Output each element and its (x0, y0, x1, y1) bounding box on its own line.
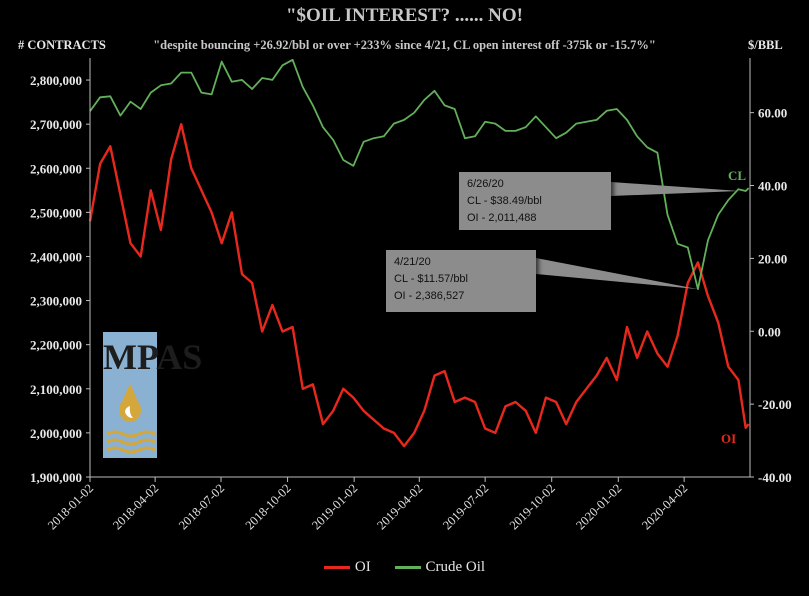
x-tick-label: 2019-04-02 (374, 481, 425, 532)
series-end-label-cl: CL (728, 168, 746, 183)
x-tick-label: 2020-04-02 (639, 481, 690, 532)
oil-drop-icon (106, 384, 156, 454)
right-tick-label: 20.00 (758, 251, 787, 266)
right-tick-label: -20.00 (758, 397, 792, 412)
callout-oi-value: OI - 2,386,527 (394, 290, 465, 302)
callout-cl-value: CL - $11.57/bbl (394, 273, 468, 285)
right-tick-label: -40.00 (758, 470, 792, 485)
right-axis-label: $/BBL (748, 38, 783, 52)
right-tick-label: 40.00 (758, 179, 787, 194)
left-tick-label: 2,700,000 (30, 117, 82, 132)
callout-date: 4/21/20 (394, 256, 431, 268)
left-tick-label: 2,400,000 (30, 249, 82, 264)
legend-item-oi: OI (323, 559, 371, 576)
callout-date: 6/26/20 (467, 178, 504, 190)
x-tick-label: 2019-01-02 (309, 481, 360, 532)
x-tick-label: 2018-01-02 (45, 481, 96, 532)
left-tick-label: 2,200,000 (30, 338, 82, 353)
callout-4-21-20: 4/21/20 CL - $11.57/bbl OI - 2,386,527 (386, 250, 536, 312)
callout-oi-value: OI - 2,011,488 (467, 212, 537, 224)
left-tick-label: 2,300,000 (30, 294, 82, 309)
callout-pointer-6-26-20 (611, 182, 740, 196)
left-tick-label: 2,100,000 (30, 382, 82, 397)
legend-swatch-oi (323, 566, 350, 569)
chart-title: "$OIL INTEREST? ...... NO! (285, 5, 524, 26)
legend-label-oi: OI (354, 559, 371, 575)
x-tick-label: 2018-07-02 (176, 481, 227, 532)
mpas-logo-text: MPAS (103, 337, 203, 377)
x-tick-label: 2019-07-02 (440, 481, 491, 532)
x-tick-label: 2019-10-02 (507, 481, 558, 532)
x-tick-label: 2018-04-02 (110, 481, 161, 532)
left-tick-label: 1,900,000 (30, 470, 82, 485)
left-axis-label: # CONTRACTS (18, 38, 106, 52)
legend-item-crude-oil: Crude Oil (394, 559, 486, 576)
chart-subtitle: "despite bouncing +26.92/bbl or over +23… (153, 38, 656, 52)
x-tick-label: 2020-01-02 (573, 481, 624, 532)
chart-legend: OI Crude Oil (0, 557, 809, 576)
callout-cl-value: CL - $38.49/bbl (467, 195, 542, 207)
right-tick-label: 60.00 (758, 106, 787, 121)
left-tick-label: 2,800,000 (30, 73, 82, 88)
callout-pointer-4-21-20 (536, 258, 698, 290)
legend-swatch-crude (394, 566, 421, 569)
left-tick-label: 2,000,000 (30, 426, 82, 441)
mpas-logo-panel (103, 332, 157, 458)
callout-6-26-20: 6/26/20 CL - $38.49/bbl OI - 2,011,488 (459, 172, 611, 230)
x-tick-label: 2018-10-02 (243, 481, 294, 532)
right-tick-label: 0.00 (758, 324, 781, 339)
left-tick-label: 2,600,000 (30, 161, 82, 176)
left-tick-label: 2,500,000 (30, 205, 82, 220)
series-end-label-oi: OI (721, 431, 736, 446)
legend-label-crude: Crude Oil (425, 559, 486, 575)
series-line-crude-oil (89, 58, 750, 291)
series-line-oi (88, 122, 750, 448)
